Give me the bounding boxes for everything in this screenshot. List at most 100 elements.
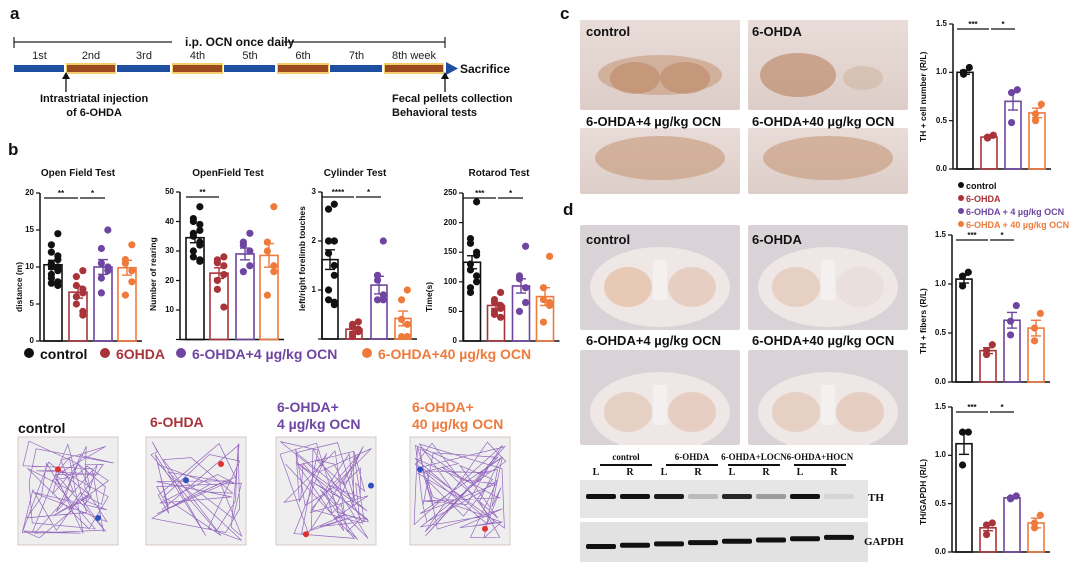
ihc-image-control [580, 20, 740, 110]
gapdh-band [586, 544, 616, 549]
significance-label: * [1001, 20, 1005, 29]
data-point [324, 286, 333, 294]
image-label: 6-OHDA+40 µg/kg OCN [752, 114, 895, 129]
data-point [521, 298, 530, 307]
data-point [47, 274, 55, 282]
chart-title: Open Field Test [40, 168, 116, 179]
th-band [756, 494, 786, 499]
blot-group-line [794, 464, 846, 466]
data-point [403, 286, 411, 294]
y-tick-label: 0.5 [935, 115, 947, 125]
legend-text: 6-OHDA+40 µg/kg OCN [378, 346, 532, 362]
data-point [1006, 495, 1015, 503]
data-point [97, 259, 105, 267]
data-point [54, 230, 62, 238]
data-point [982, 350, 991, 359]
timeline-segment [173, 65, 222, 72]
y-tick-label: 50 [448, 306, 457, 316]
y-tick-label: 1.0 [934, 450, 946, 460]
panel-d-label: d [563, 200, 574, 219]
gapdh-band [824, 534, 854, 540]
chart-th-fibers [948, 234, 1050, 383]
position-marker [183, 477, 189, 484]
legend-text: 6-OHDA + 4 µg/kg OCN [966, 207, 1065, 217]
data-point [213, 285, 221, 293]
data-point [121, 259, 129, 267]
image-label: 6-OHDA+4 µg/kg OCN [586, 114, 721, 129]
legend-text: 6OHDA [116, 346, 166, 362]
data-point [466, 266, 475, 274]
blot-group-label: 6-OHDA [674, 452, 710, 462]
data-point [79, 289, 87, 297]
data-point [189, 232, 197, 240]
significance-label: * [1000, 403, 1004, 412]
chart-th-gapdh [948, 406, 1050, 553]
data-point [196, 203, 204, 211]
legend-dot-icon [24, 348, 34, 358]
data-point [263, 238, 271, 246]
data-point [97, 289, 105, 297]
annotation-line: of 6-OHDA [66, 107, 122, 119]
data-point [959, 68, 968, 76]
track-label-line: 6-OHDA+ [277, 399, 339, 415]
chart-cylinder [318, 191, 417, 341]
panel-c-legend: control 6-OHDA 6-OHDA + 4 µg/kg OCN 6-OH… [958, 180, 1069, 232]
data-point [330, 237, 338, 245]
legend-text: 6-OHDA [966, 194, 1001, 204]
legend-low-ocn: 6-OHDA+4 µg/kg OCN [176, 346, 337, 362]
chart-title: OpenField Test [192, 168, 264, 179]
th-band [790, 494, 820, 499]
image-label: control [586, 24, 631, 39]
image-label: 6-OHDA+4 µg/kg OCN [586, 333, 721, 348]
brain-section-high-ocn [748, 350, 908, 445]
track-plot [145, 436, 247, 546]
collection-annotation: Fecal pellets collection Behavioral test… [392, 92, 512, 120]
data-point [539, 295, 548, 304]
data-point [988, 341, 996, 349]
track-path [413, 441, 507, 539]
data-point [539, 284, 548, 292]
y-tick-label: 0.0 [935, 164, 947, 173]
bar [1003, 497, 1021, 553]
data-point [324, 237, 333, 245]
th-blot [580, 480, 868, 518]
data-point [213, 259, 221, 267]
track-label-6ohda: 6-OHDA [150, 414, 204, 431]
data-point [128, 267, 136, 275]
data-point [47, 279, 55, 287]
data-point [964, 428, 972, 436]
y-tick-label: 150 [443, 247, 457, 257]
significance-label: * [90, 189, 95, 198]
data-point [330, 200, 338, 208]
data-point [128, 278, 136, 286]
data-point [403, 320, 411, 328]
data-point [239, 268, 247, 276]
track-label-line: 6-OHDA [150, 414, 204, 430]
data-point [958, 428, 967, 436]
western-blot: control 6-OHDA 6-OHDA+LOCN 6-OHDA+HOCN L R L R L… [578, 452, 908, 562]
significance-label: ** [199, 188, 206, 197]
data-point [496, 304, 505, 313]
data-point [379, 296, 387, 304]
data-point [521, 284, 530, 292]
week-label: 5th [242, 50, 258, 62]
y-tick-label: 200 [443, 217, 457, 227]
bar [1003, 319, 1021, 383]
significance-label: **** [331, 188, 345, 197]
th-band [688, 494, 718, 499]
data-point [496, 288, 505, 297]
image-label: 6-OHDA [752, 232, 802, 247]
annotation-line: Intrastriatal injection [40, 93, 149, 105]
chart-rotarod [459, 192, 560, 342]
data-point [539, 318, 548, 326]
track-label-line: 6-OHDA+ [412, 399, 474, 415]
data-point [958, 282, 967, 290]
data-point [330, 271, 338, 279]
injection-annotation: Intrastriatal injection of 6-OHDA [40, 92, 148, 120]
bracket-text: i.p. OCN once daily [185, 35, 295, 49]
th-band [824, 494, 854, 499]
panel-a-label: a [10, 4, 20, 23]
data-point [54, 281, 62, 290]
data-point [213, 276, 221, 285]
y-tick-label: 50 [165, 187, 174, 196]
